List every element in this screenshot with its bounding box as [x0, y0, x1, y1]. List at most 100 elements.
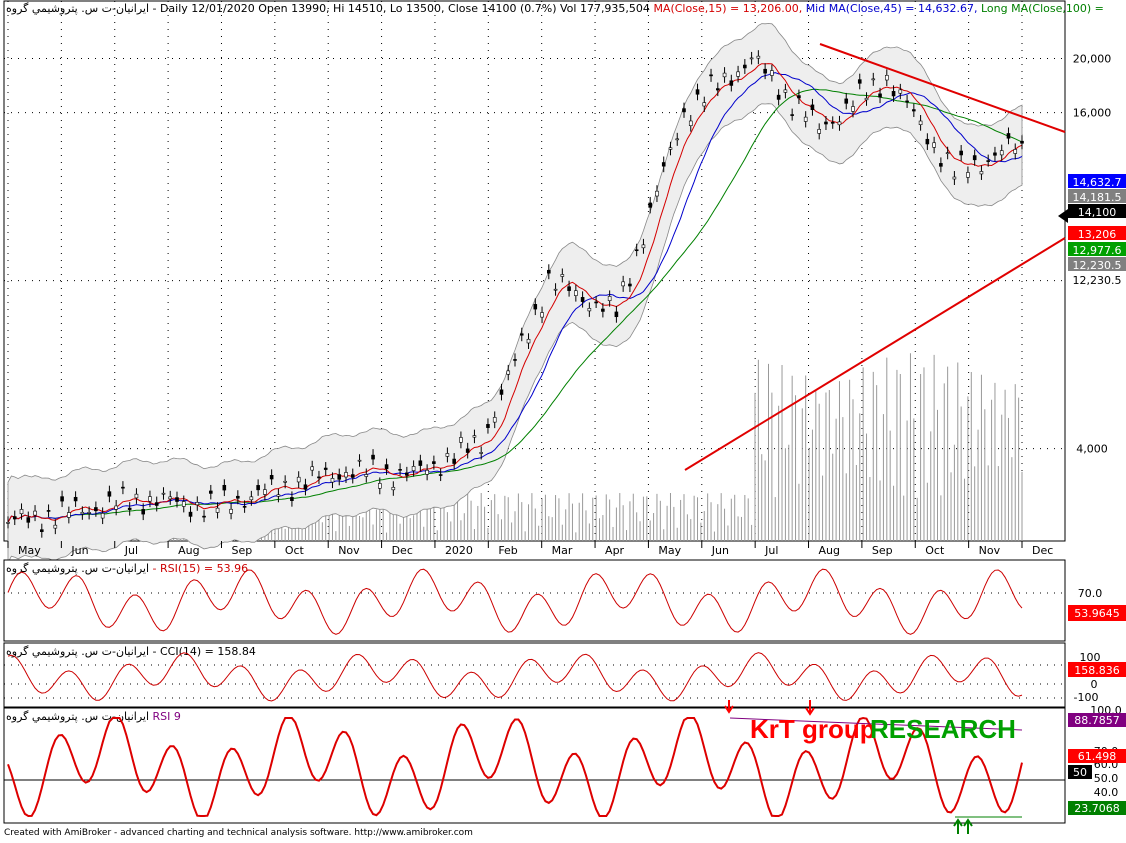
- candle-body: [878, 93, 882, 98]
- cci-tick-m100: -100: [1074, 691, 1099, 704]
- candle-body: [465, 448, 470, 453]
- cci-value: 158.836: [1074, 664, 1120, 677]
- header-ma100: Long MA(Close,100) =: [981, 2, 1104, 15]
- price-box: [1068, 257, 1126, 271]
- candle-body: [12, 516, 17, 520]
- candle-body: [614, 311, 619, 318]
- candle-body: [438, 474, 443, 476]
- candle-body: [364, 474, 369, 477]
- candle-body: [743, 64, 747, 69]
- header-info: - Daily 12/01/2020 Open 13990, Hi 14510,…: [153, 2, 650, 15]
- candle-body: [141, 509, 145, 515]
- candle-body: [134, 493, 139, 499]
- x-label: Aug: [178, 544, 199, 557]
- bollinger-band: [7, 23, 1023, 563]
- price-box: [1068, 174, 1126, 188]
- candle-body: [384, 464, 389, 470]
- x-label: Nov: [979, 544, 1001, 557]
- candle-body: [492, 417, 497, 423]
- x-label: Nov: [338, 544, 360, 557]
- candle-body: [830, 122, 835, 124]
- candle-body: [398, 469, 402, 471]
- candle-body: [269, 475, 274, 480]
- candle-body: [60, 496, 64, 502]
- rsi9-box: [1068, 765, 1092, 779]
- x-label: Jun: [70, 544, 88, 557]
- candle-body: [330, 478, 335, 483]
- candle-body: [350, 474, 355, 478]
- candle-body: [236, 495, 240, 499]
- candle-body: [648, 202, 653, 208]
- candle-body: [168, 496, 173, 500]
- candle-body: [546, 269, 551, 274]
- rsi9-box-label: 23.7068: [1074, 802, 1120, 815]
- candle-body: [837, 121, 842, 126]
- candle-body: [540, 312, 544, 318]
- candle-body: [114, 505, 118, 510]
- cci-value-box: 158.836: [1068, 662, 1126, 677]
- candle-body: [1006, 133, 1011, 139]
- candle-body: [912, 109, 916, 112]
- cci-panel: ايرانيان-ت س. پتروشيمي گروه - CCI(14) = …: [3, 642, 1126, 708]
- candle-body: [249, 496, 254, 501]
- candle-body: [817, 129, 822, 134]
- candle-body: [39, 529, 44, 532]
- candle-body: [533, 304, 538, 310]
- candle-body: [377, 483, 382, 489]
- candle-body: [553, 288, 558, 291]
- rsi9-title: ايرانيان-ت س. پتروشيمي گروه RSI 9: [6, 710, 181, 723]
- footer-text: Created with AmiBroker - advanced charti…: [4, 828, 473, 838]
- candle-body: [851, 106, 855, 112]
- header-ma45: Mid MA(Close,45) = 14,632.67,: [806, 2, 978, 15]
- candle-body: [884, 75, 889, 81]
- candle-body: [411, 466, 416, 471]
- candle-body: [519, 333, 524, 336]
- rsi9-title-prefix: ايرانيان-ت س. پتروشيمي گروه: [6, 710, 149, 723]
- x-label: Dec: [1032, 544, 1053, 557]
- candle-body: [661, 162, 666, 167]
- trend-lines: [684, 43, 1066, 471]
- rsi9-box-label: 88.7857: [1074, 714, 1120, 727]
- candle-body: [770, 70, 774, 76]
- up-arrow-icon: [963, 818, 973, 834]
- candles: [6, 50, 1024, 538]
- x-label: Apr: [605, 544, 625, 557]
- candle-body: [107, 491, 112, 497]
- candle-body: [283, 480, 287, 483]
- rsi15-title: ايرانيان-ت س. پتروشيمي گروه - RSI(15) = …: [6, 562, 248, 575]
- candle-body: [425, 469, 429, 475]
- x-label: Sep: [872, 544, 893, 557]
- candle-body: [80, 511, 85, 515]
- candle-body: [621, 281, 625, 287]
- candle-body: [736, 71, 740, 77]
- candle-body: [445, 453, 450, 457]
- candle-body: [803, 116, 808, 122]
- candle-body: [215, 507, 220, 513]
- header-symbol: ايرانيان-ت س. پتروشيمي گروه: [6, 2, 149, 15]
- candle-body: [1020, 140, 1024, 144]
- date-axis: May Jun Jul Aug Sep Oct Nov Dec 2020 Feb Mar Apr May…: [7, 541, 1053, 557]
- candle-body: [459, 437, 463, 443]
- candle-body: [722, 72, 727, 78]
- cci-line: [7, 652, 1023, 702]
- candle-body: [979, 171, 984, 175]
- candle-body: [607, 296, 612, 301]
- price-box-label: 14,100: [1078, 206, 1117, 219]
- candle-body: [242, 506, 247, 508]
- candle-body: [709, 74, 713, 77]
- candle-body: [296, 476, 301, 483]
- price-box-label: 14,181.5: [1073, 191, 1122, 204]
- rsi15-tick-70: 70.0: [1078, 587, 1103, 600]
- candle-body: [161, 492, 166, 495]
- candle-body: [898, 89, 903, 94]
- candle-body: [655, 190, 659, 197]
- rsi9-panel: ايرانيان-ت س. پتروشيمي گروه RSI 9 100.07…: [3, 700, 1126, 834]
- candle-body: [357, 459, 362, 462]
- candle-body: [641, 244, 646, 249]
- down-arrow-icon: [805, 700, 815, 716]
- candle-body: [222, 484, 227, 491]
- rsi9-box: [1068, 801, 1126, 815]
- candle-body: [844, 98, 849, 104]
- x-label: May: [18, 544, 41, 557]
